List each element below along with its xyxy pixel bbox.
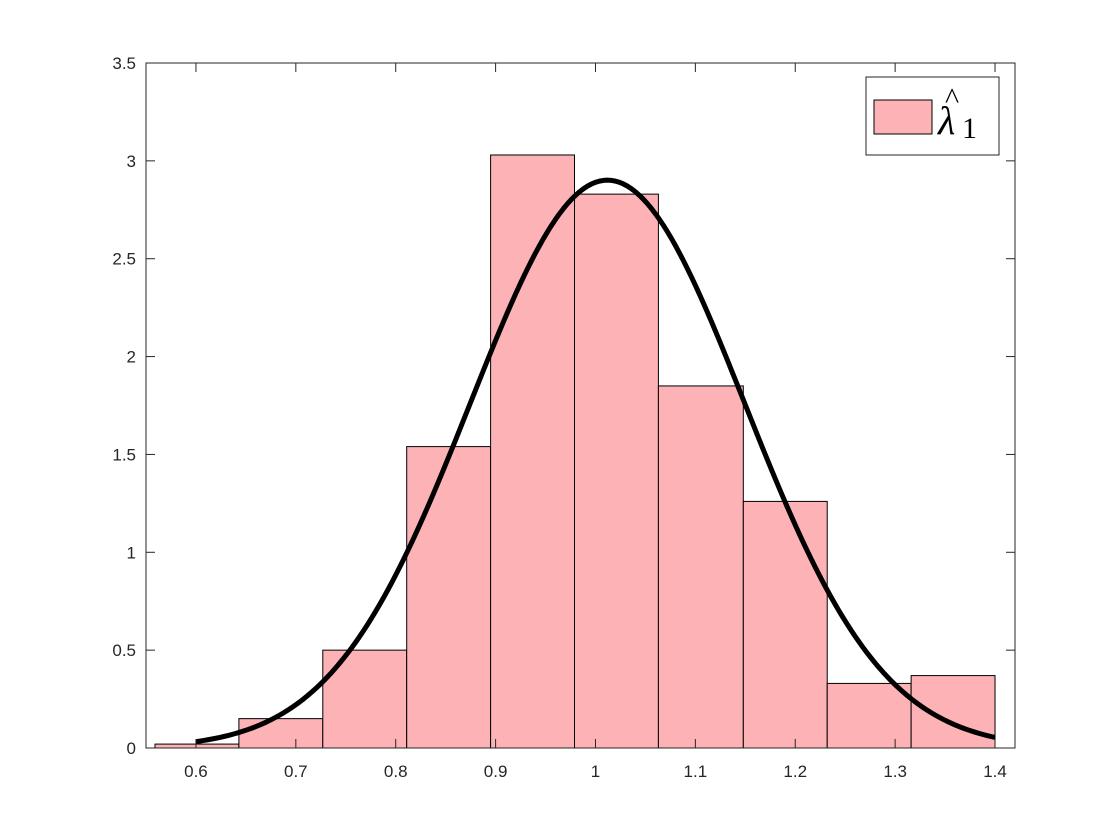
- x-tick-label: 0.7: [284, 762, 308, 781]
- legend: λ ^ 1: [865, 76, 1000, 156]
- legend-label-subscript: 1: [962, 112, 977, 145]
- x-tick-label: 0.8: [384, 762, 408, 781]
- y-tick-label: 1.5: [112, 445, 136, 464]
- y-axis-ticks: 0 0.5 1 1.5 2 2.5 3 3.5: [112, 54, 1015, 758]
- histogram-bar-1: [154, 743, 240, 749]
- legend-label-base: λ: [937, 98, 955, 143]
- y-tick-label: 3.5: [112, 54, 136, 73]
- histogram-bar-9: [826, 682, 912, 749]
- x-tick-label: 1.4: [983, 762, 1007, 781]
- x-axis-ticks: 0.6 0.7 0.8 0.9 1 1.1 1.2 1.3 1.4: [184, 63, 1007, 781]
- x-tick-label: 1.3: [883, 762, 907, 781]
- y-tick-label: 3: [127, 152, 136, 171]
- legend-label-accent: ^: [945, 82, 959, 115]
- y-tick-label: 0.5: [112, 641, 136, 660]
- legend-swatch: [873, 99, 933, 135]
- histogram-bar-8: [742, 500, 828, 749]
- y-tick-label: 2: [127, 348, 136, 367]
- axes-box: [145, 62, 1016, 749]
- histogram-bar-2: [238, 718, 324, 749]
- normal-fit-curve: [195, 177, 996, 745]
- histogram-bar-7: [657, 385, 744, 749]
- x-tick-label: 1.1: [684, 762, 708, 781]
- x-tick-label: 1: [591, 762, 600, 781]
- histogram-bars: [154, 154, 996, 749]
- x-tick-label: 1.2: [783, 762, 807, 781]
- histogram-bar-10: [910, 675, 996, 749]
- x-tick-label: 0.6: [184, 762, 208, 781]
- y-tick-label: 2.5: [112, 250, 136, 269]
- y-tick-label: 0: [127, 739, 136, 758]
- histogram-bar-5: [490, 154, 576, 749]
- x-tick-label: 0.9: [484, 762, 508, 781]
- histogram-bar-4: [406, 446, 492, 749]
- y-tick-label: 1: [127, 543, 136, 562]
- histogram-bar-6: [574, 193, 659, 749]
